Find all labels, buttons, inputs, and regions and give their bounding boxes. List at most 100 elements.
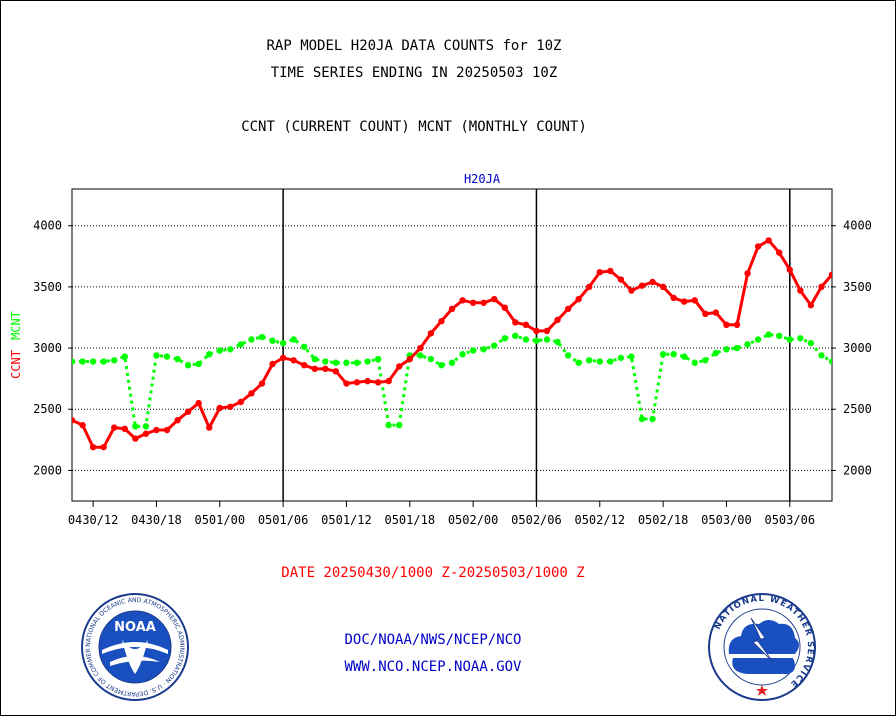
mcnt-point [72,358,76,365]
ccnt-point [174,417,181,424]
mcnt-point [290,336,297,343]
mcnt-point [100,358,107,365]
mcnt-point [491,342,498,349]
y-tick-label-right: 3500 [843,280,872,294]
mcnt-point [512,332,519,340]
ccnt-point [765,237,772,244]
plot-title: H20JA [464,172,501,186]
mcnt-point [248,336,255,343]
mcnt-point [301,343,308,351]
x-tick-label: 0503/00 [701,513,752,527]
plot-area [71,188,833,502]
mcnt-point [533,337,540,344]
mcnt-point [163,353,171,360]
ccnt-point [638,282,646,289]
mcnt-point [733,344,741,352]
mcnt-point [364,358,371,365]
ccnt-point [522,321,530,329]
noaa-logo-text: NOAA [114,620,156,635]
ccnt-point [543,327,551,335]
mcnt-point [691,359,698,366]
ccnt-point [290,357,297,364]
mcnt-point [765,331,772,338]
mcnt-point [153,352,160,359]
x-tick-label: 0502/06 [511,513,562,527]
mcnt-point [237,341,245,348]
mcnt-point [776,332,783,340]
y-axis-label-mcnt: MCNT [9,311,23,340]
ccnt-point [332,368,340,375]
y-tick-label-right: 4000 [843,219,872,233]
website-label: WWW.NCO.NCEP.NOAA.GOV [344,659,522,675]
ccnt-point [258,380,266,387]
ccnt-point [195,399,202,407]
ccnt-point [786,266,793,273]
mcnt-point [142,423,150,430]
ccnt-point [754,243,762,250]
y-tick-label: 3500 [33,280,62,294]
x-tick-label: 0501/06 [258,513,309,527]
mcnt-point [564,352,572,359]
ccnt-line [72,238,832,449]
mcnt-point [501,335,508,342]
mcnt-point [332,359,340,366]
ccnt-point [343,380,350,387]
x-tick-label: 0502/18 [638,513,689,527]
ccnt-point [448,305,456,313]
mcnt-point [596,358,603,365]
mcnt-point [469,347,477,354]
ccnt-point [744,270,751,277]
ccnt-point [596,269,603,276]
legend-description: CCNT (CURRENT COUNT) MCNT (MONTHLY COUNT… [241,119,587,135]
mcnt-point [417,352,424,359]
date-range-label: DATE 20250430/1000 Z-20250503/1000 Z [281,565,585,581]
ccnt-point [385,377,392,385]
mcnt-point [617,354,625,362]
x-tick-label: 0503/06 [764,513,815,527]
ccnt-point [301,361,308,369]
y-tick-label-right: 2500 [843,402,872,416]
ccnt-point [533,327,540,335]
x-tick-label: 0430/18 [131,513,182,527]
mcnt-point [649,415,656,423]
ccnt-point [512,319,519,326]
ccnt-point [322,365,329,373]
ccnt-point [111,424,118,431]
mcnt-point [184,361,192,369]
mcnt-point [807,339,815,347]
ccnt-point [480,299,487,306]
ccnt-point [406,355,413,363]
mcnt-point [132,423,139,430]
y-axis-label: CCNT MCNT [9,311,23,379]
mcnt-point [522,336,530,343]
mcnt-point [459,350,466,358]
mcnt-point [111,357,118,364]
mcnt-point [385,421,392,429]
mcnt-point [448,359,456,366]
ccnt-point [797,287,804,294]
mcnt-point [279,339,287,347]
ccnt-point [818,283,825,291]
mcnt-point [818,352,825,359]
ccnt-point [227,403,234,410]
chart-subtitle: TIME SERIES ENDING IN 20250503 10Z [270,65,558,81]
ccnt-point [311,365,318,373]
mcnt-point [712,349,720,357]
mcnt-point [227,346,234,353]
mcnt-point [174,355,181,363]
mcnt-point [638,415,646,423]
mcnt-point [206,350,213,358]
mcnt-point [121,353,128,360]
ccnt-point [659,283,667,291]
ccnt-point [374,379,382,386]
ccnt-point [100,443,107,451]
mcnt-point [786,336,793,343]
mcnt-point [79,358,86,365]
ccnt-point [702,310,709,317]
ccnt-point [586,283,593,291]
ccnt-point [807,302,815,309]
x-tick-label: 0501/12 [321,513,372,527]
y-tick-label: 2000 [33,463,62,477]
nws-logo: NATIONAL WEATHER SERVICE [708,593,816,701]
ccnt-point [828,271,832,278]
